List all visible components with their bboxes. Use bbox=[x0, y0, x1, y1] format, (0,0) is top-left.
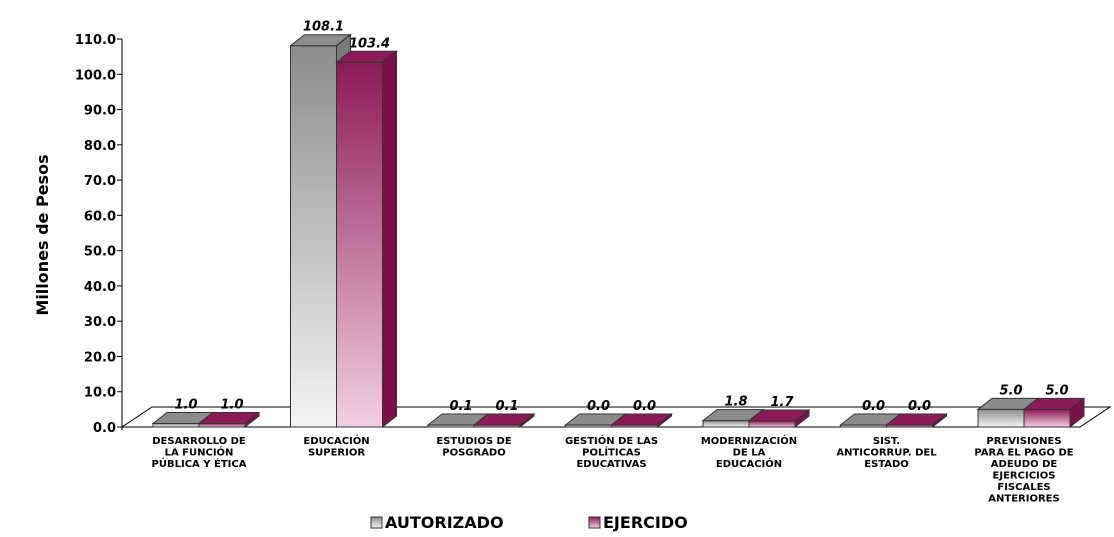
data-label: 0.0 bbox=[862, 399, 885, 414]
x-category-label: PREVISIONES bbox=[986, 436, 1061, 447]
data-label: 0.1 bbox=[449, 399, 472, 414]
x-category-label: EDUCACIÓN bbox=[716, 457, 782, 470]
data-label: 1.0 bbox=[220, 397, 243, 412]
y-tick-label: 100.0 bbox=[75, 68, 116, 83]
y-tick-label: 80.0 bbox=[84, 139, 116, 154]
x-category-label: POSGRADO bbox=[442, 448, 505, 459]
bar-front bbox=[702, 420, 750, 428]
x-category-label: PARA EL PAGO DE bbox=[974, 448, 1073, 459]
x-category-label: ESTUDIOS DE bbox=[436, 436, 511, 447]
x-category-label: ADEUDO DE bbox=[991, 459, 1058, 470]
data-label: 108.1 bbox=[303, 20, 344, 35]
bar-side bbox=[519, 412, 535, 429]
data-label: 5.0 bbox=[1045, 383, 1068, 398]
data-label: 1.7 bbox=[770, 395, 794, 410]
bar bbox=[610, 412, 673, 429]
bar bbox=[472, 412, 536, 429]
data-label: 0.0 bbox=[908, 399, 931, 414]
data-label: 5.0 bbox=[999, 383, 1022, 398]
x-category-label: GESTIÓN DE LAS bbox=[565, 434, 658, 447]
y-tick-label: 60.0 bbox=[84, 209, 116, 224]
bar-front bbox=[977, 408, 1025, 428]
x-category-label: FISCALES bbox=[997, 482, 1050, 493]
x-category-label: ANTERIORES bbox=[988, 494, 1059, 505]
x-category-label: POLÍTICAS bbox=[582, 446, 641, 459]
bar bbox=[885, 412, 948, 429]
bar-side bbox=[932, 412, 947, 429]
legend: AUTORIZADO EJERCIDO bbox=[370, 513, 688, 532]
bar-side bbox=[1069, 397, 1085, 429]
legend-label: EJERCIDO bbox=[603, 513, 688, 532]
x-category-label: MODERNIZACIÓN bbox=[701, 434, 797, 447]
y-tick-label: 0.0 bbox=[93, 421, 116, 436]
x-category-label: PÚBLICA Y ÉTICA bbox=[152, 457, 247, 470]
data-label: 1.0 bbox=[174, 397, 197, 412]
y-tick-label: 110.0 bbox=[75, 33, 116, 48]
x-category-label: DE LA bbox=[733, 448, 766, 459]
data-label: 103.4 bbox=[349, 36, 390, 51]
y-axis-title: Millones de Pesos bbox=[33, 154, 52, 315]
y-tick-label: 50.0 bbox=[84, 245, 116, 260]
y-tick-label: 90.0 bbox=[84, 104, 116, 119]
data-labels: 1.0 1.0 108.1 103.4 0.1 0.1 0.0 0.0 1.8 1.7 0.0 0.0… bbox=[174, 20, 1068, 414]
bar bbox=[1022, 397, 1086, 429]
legend-label: AUTORIZADO bbox=[385, 513, 504, 532]
x-category-label: EDUCACIÓN bbox=[303, 434, 369, 447]
y-tick-label: 30.0 bbox=[84, 315, 116, 330]
bar-side bbox=[382, 50, 397, 429]
x-category-label: SUPERIOR bbox=[308, 448, 365, 459]
y-tick-label: 20.0 bbox=[84, 350, 116, 365]
bar-front bbox=[336, 61, 383, 428]
bar-front bbox=[152, 422, 200, 428]
bar bbox=[747, 408, 811, 429]
x-category-label: ESTADO bbox=[864, 459, 909, 470]
x-category-label: LA FUNCIÓN bbox=[165, 446, 234, 459]
bar-front bbox=[290, 45, 337, 428]
x-category-label: EDUCATIVAS bbox=[576, 459, 646, 470]
bar-side bbox=[244, 411, 260, 429]
bar-front bbox=[198, 422, 246, 428]
data-label: 0.0 bbox=[587, 399, 610, 414]
x-category-label: DESARROLLO DE bbox=[152, 436, 246, 447]
y-tick-label: 10.0 bbox=[84, 386, 116, 401]
bar-front bbox=[1023, 408, 1071, 428]
bars bbox=[151, 33, 1086, 429]
y-axis: 0.0 10.0 20.0 30.0 40.0 50.0 60.0 70.0 80.0 90.0 1… bbox=[75, 33, 123, 436]
legend-swatch bbox=[588, 516, 601, 529]
data-label: 0.0 bbox=[633, 399, 656, 414]
x-category-label: ANTICORRUP. DEL bbox=[836, 448, 937, 459]
data-label: 1.8 bbox=[724, 395, 747, 410]
bar-side bbox=[794, 408, 810, 429]
legend-swatch bbox=[370, 516, 383, 529]
y-tick-label: 40.0 bbox=[84, 280, 116, 295]
x-category-label: SIST. bbox=[873, 436, 900, 447]
y-tick-label: 70.0 bbox=[84, 174, 116, 189]
bar bbox=[197, 411, 261, 429]
bar-side bbox=[657, 412, 672, 429]
data-label: 0.1 bbox=[495, 399, 518, 414]
bar bbox=[335, 50, 398, 429]
bar-front bbox=[748, 420, 796, 428]
x-category-label: EJERCICIOS bbox=[993, 471, 1056, 482]
